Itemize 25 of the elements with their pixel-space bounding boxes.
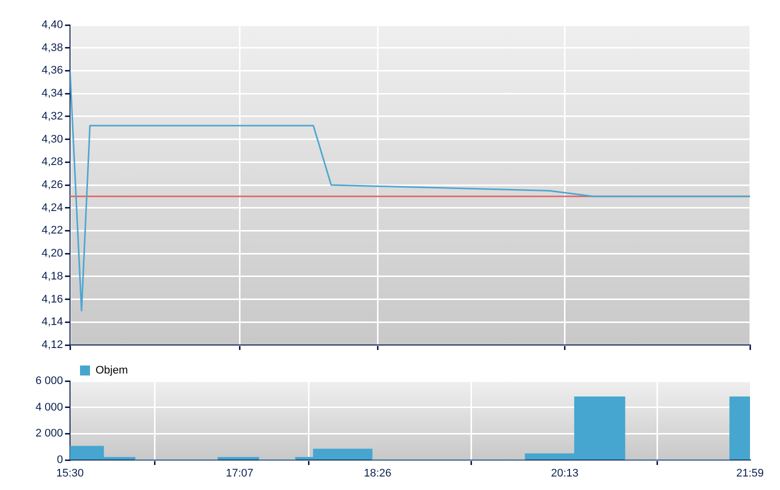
y-tick-label: 0 [56, 454, 63, 466]
y-tick-label: 4,16 [42, 293, 63, 306]
x-tick-label: 18:26 [364, 468, 392, 480]
y-tick-label: 4,28 [42, 156, 63, 168]
x-tick-label: 17:07 [226, 468, 254, 480]
y-tick-label: 4,22 [42, 224, 63, 237]
y-tick-label: 4,12 [42, 339, 63, 352]
y-tick-label: 4,38 [42, 42, 63, 54]
y-tick-label: 6 000 [35, 375, 63, 388]
y-tick-label: 4,24 [42, 202, 63, 214]
legend-label: Objem [96, 364, 128, 377]
y-tick-label: 4,26 [42, 179, 63, 192]
y-tick-label: 4,34 [42, 88, 63, 100]
y-tick-label: 2 000 [35, 428, 63, 440]
y-tick-label: 4,36 [42, 64, 63, 77]
x-tick-label: 21:59 [736, 468, 764, 480]
y-tick-label: 4,14 [42, 316, 63, 328]
y-tick-label: 4,30 [42, 133, 63, 146]
y-tick-label: 4,32 [42, 110, 63, 122]
y-tick-label: 4,20 [42, 248, 63, 260]
y-tick-label: 4,40 [42, 19, 63, 32]
y-tick-label: 4,18 [42, 270, 63, 282]
y-tick-label: 4 000 [35, 401, 63, 414]
x-tick-label: 15:30 [56, 468, 84, 480]
x-tick-label: 20:13 [551, 468, 579, 480]
